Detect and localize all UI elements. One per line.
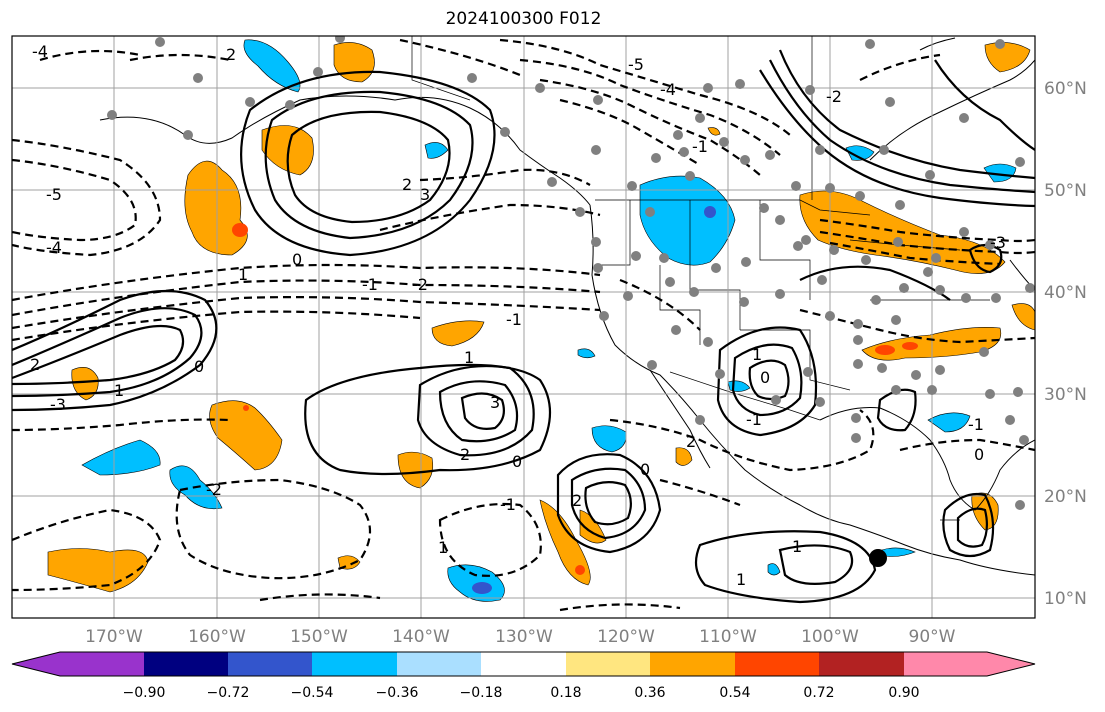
contour-label: -5: [46, 185, 62, 204]
colorbar-segment: [228, 652, 312, 676]
lon-label: 120°W: [597, 627, 655, 647]
contour-label: 0: [292, 250, 302, 269]
contour-label: 3: [490, 393, 500, 412]
colorbar-segment: [397, 652, 481, 676]
lat-label: 10°N: [1044, 589, 1087, 609]
colorbar-label: −0.54: [291, 685, 334, 701]
contour-label: 2: [402, 175, 412, 194]
contour-label: 1: [792, 537, 802, 556]
map-frame: [11, 35, 1036, 619]
lat-label: 40°N: [1044, 283, 1087, 303]
lon-label: 90°W: [909, 627, 956, 647]
contour-labels: -4 -5 -4 1 2 0 -1 -2 -3 2 3 2 1 0 -1 -2 …: [30, 42, 1006, 589]
contour-label: -4: [660, 80, 676, 99]
contour-label: -3: [50, 395, 66, 414]
contour-label: 0: [194, 357, 204, 376]
contour-label: 2: [686, 432, 696, 451]
lon-label: 130°W: [495, 627, 553, 647]
colorbar-segment: [904, 652, 987, 676]
contour-label: 2: [572, 491, 582, 510]
contour-label: -2: [206, 480, 222, 499]
contour-label: -1: [506, 310, 522, 329]
contour-label: -3: [990, 233, 1006, 252]
contour-label: 0: [974, 445, 984, 464]
map-title: 2024100300 F012: [445, 9, 602, 29]
lat-label: 60°N: [1044, 79, 1087, 99]
contour-label: -4: [32, 42, 48, 61]
positive-contours: [12, 49, 1035, 604]
contour-label: 3: [420, 185, 430, 204]
colorbar-label: 0.90: [888, 685, 919, 701]
colorbar-label: 0.36: [634, 685, 665, 701]
gridlines: [12, 36, 1035, 618]
lon-label: 150°W: [290, 627, 348, 647]
colorbar-segment: [481, 652, 566, 676]
colorbar-extend-min: [12, 652, 60, 676]
contour-label: 2: [460, 445, 470, 464]
lon-label: 160°W: [188, 627, 246, 647]
colorbar-label: −0.90: [123, 685, 166, 701]
negative-contours: [12, 38, 1035, 612]
colorbar-segment: [60, 652, 144, 676]
colorbar-label: 0.72: [803, 685, 834, 701]
colorbar-label: −0.72: [207, 685, 250, 701]
contour-label: 0: [760, 368, 770, 387]
colorbar-label: 0.18: [550, 685, 581, 701]
contour-label: 1: [238, 265, 248, 284]
contour-label: 2: [226, 45, 236, 64]
longitude-labels: 170°W 160°W 150°W 140°W 130°W 120°W 110°…: [85, 627, 956, 647]
colorbar-segment: [566, 652, 650, 676]
contour-label: 1: [114, 381, 124, 400]
contour-label: 1: [752, 345, 762, 364]
contour-label: -5: [628, 55, 644, 74]
contour-label: 1: [736, 570, 746, 589]
colorbar-segment: [819, 652, 904, 676]
location-marker: [869, 549, 887, 567]
lat-label: 50°N: [1044, 181, 1087, 201]
contour-label: -1: [746, 410, 762, 429]
contour-label: -1: [362, 275, 378, 294]
contour-label: -4: [46, 238, 62, 257]
colorbar-segment: [312, 652, 397, 676]
strong-positive-shading: [232, 223, 918, 575]
contour-label: -1: [500, 495, 516, 514]
colorbar-labels: −0.90 −0.72 −0.54 −0.36 −0.18 0.18 0.36 …: [123, 685, 920, 701]
colorbar-label: −0.18: [460, 685, 503, 701]
colorbar-outline: [11, 651, 1036, 677]
strong-negative-shading: [472, 206, 716, 594]
colorbar: [11, 651, 1036, 677]
contour-label: 2: [30, 355, 40, 374]
contour-label: -2: [412, 275, 428, 294]
colorbar-extend-max: [987, 652, 1035, 676]
colorbar-segment: [650, 652, 735, 676]
contour-label: 0: [512, 452, 522, 471]
lon-label: 100°W: [801, 627, 859, 647]
contour-label: -1: [968, 415, 984, 434]
lon-label: 170°W: [85, 627, 143, 647]
lon-label: 140°W: [392, 627, 450, 647]
lon-label: 110°W: [699, 627, 757, 647]
map-area: -4 -5 -4 1 2 0 -1 -2 -3 2 3 2 1 0 -1 -2 …: [12, 36, 1035, 618]
positive-shading: [47, 42, 1035, 593]
lat-label: 30°N: [1044, 385, 1087, 405]
contour-label: -1: [692, 137, 708, 156]
contour-label: -2: [826, 87, 842, 106]
contour-label: 1: [464, 348, 474, 367]
colorbar-segment: [735, 652, 819, 676]
colorbar-label: −0.36: [376, 685, 419, 701]
colorbar-segment: [144, 652, 228, 676]
contour-label: 0: [640, 460, 650, 479]
colorbar-label: 0.54: [719, 685, 750, 701]
latitude-labels: 60°N 50°N 40°N 30°N 20°N 10°N: [1044, 79, 1087, 609]
lat-label: 20°N: [1044, 487, 1087, 507]
contour-label: 1: [438, 538, 448, 557]
station-dots: [107, 36, 1035, 510]
